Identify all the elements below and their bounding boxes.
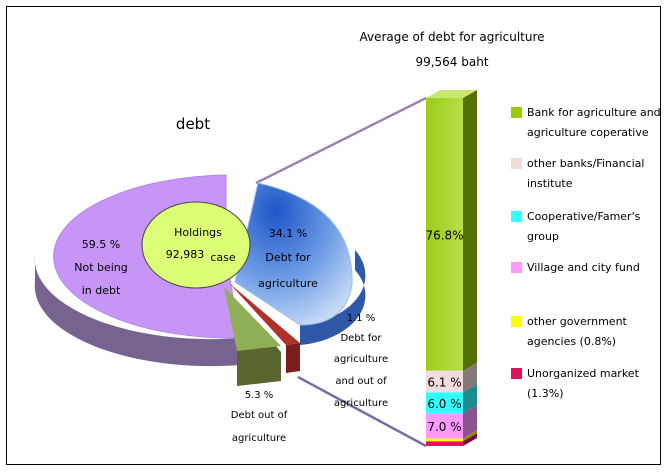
center-label-3: case: [210, 251, 236, 264]
legend-swatch: [511, 316, 522, 327]
chart-frame: [6, 6, 661, 465]
legend-label: other banks/Financial: [527, 157, 644, 170]
slice-label-not-in-debt-1: 59.5 %: [82, 238, 120, 251]
legend-label: Village and city fund: [527, 261, 640, 274]
bar-segment-front: [426, 438, 463, 442]
slice-label-not-in-debt-2: Not being: [74, 261, 128, 274]
pie-slice-side-mixed: [286, 343, 300, 373]
connector-bottom: [297, 375, 427, 448]
legend-swatch: [511, 158, 522, 169]
legend-label: Cooperative/Famer's: [527, 210, 641, 223]
pie-slice-side-agriculture: [300, 250, 366, 345]
slice-label-mixed-1: 1.1 %: [347, 313, 376, 324]
slice-label-mixed-4: and out of: [335, 376, 387, 387]
legend-label: (1.3%): [527, 387, 564, 400]
center-label-2: 92,983: [166, 248, 205, 261]
pie-title: debt: [176, 115, 210, 133]
bar-segment-side: [463, 430, 477, 442]
pie-slice-side-not-in-debt: [34, 255, 240, 367]
pie-slice-out-of-agriculture: [224, 287, 281, 351]
legend-label: Bank for agriculture and: [527, 106, 661, 119]
slice-label-agri-3: agriculture: [258, 277, 318, 290]
bar-segment-side: [463, 433, 477, 446]
legend-swatch: [511, 368, 522, 379]
slice-label-mixed-5: agriculture: [334, 398, 388, 409]
bar-segment-front: [426, 413, 463, 439]
bar-segment-label: 6.1 %: [427, 376, 461, 390]
bar-segment-side: [463, 362, 477, 393]
legend-label: agriculture coperative: [527, 126, 649, 139]
stacked-bar-labels: 76.8% 6.1 % 6.0 % 7.0 %: [425, 228, 463, 434]
bar-segment-label: 6.0 %: [427, 397, 461, 411]
bar-segment-front: [426, 392, 463, 414]
legend-label: group: [527, 230, 559, 243]
bar-segment-label: 76.8%: [425, 228, 463, 242]
legend: Bank for agriculture and agriculture cope…: [511, 106, 661, 400]
slice-label-not-in-debt-3: in debt: [82, 284, 121, 297]
slice-label-agri-1: 34.1 %: [269, 227, 307, 240]
bar-segment-front: [426, 98, 463, 371]
bar-title-line2: 99,564 baht: [415, 55, 488, 69]
bar-segment-side: [463, 405, 477, 439]
legend-swatch: [511, 262, 522, 273]
center-holdings: [141, 201, 251, 289]
stacked-bar: [426, 90, 477, 446]
legend-label: agencies (0.8%): [527, 335, 616, 348]
slice-label-agri-2: Debt for: [265, 251, 311, 264]
legend-swatch: [511, 107, 522, 118]
bar-title-line1: Average of debt for agriculture: [359, 30, 544, 44]
legend-label: institute: [527, 177, 573, 190]
slice-label-mixed-3: agriculture: [334, 354, 388, 365]
bar-segment-side: [463, 384, 477, 414]
pie-slice-mixed: [229, 283, 300, 345]
pie-slice-agriculture: [234, 182, 353, 326]
legend-label: Unorganized market: [527, 367, 640, 380]
slice-label-out-3: agriculture: [232, 433, 286, 444]
center-label-1: Holdings: [174, 226, 222, 239]
legend-label: other government: [527, 315, 628, 328]
bar-top: [426, 90, 477, 98]
slice-label-out-1: 5.3 %: [245, 390, 274, 401]
legend-swatch: [511, 211, 522, 222]
bar-segment-label: 7.0 %: [427, 420, 461, 434]
bar-segment-front: [426, 441, 463, 446]
bar-segment-front: [426, 370, 463, 393]
connector-top: [255, 96, 427, 185]
slice-label-mixed-2: Debt for: [340, 333, 382, 344]
bar-segment-side: [463, 90, 477, 371]
slice-label-out-2: Debt out of: [231, 410, 288, 421]
